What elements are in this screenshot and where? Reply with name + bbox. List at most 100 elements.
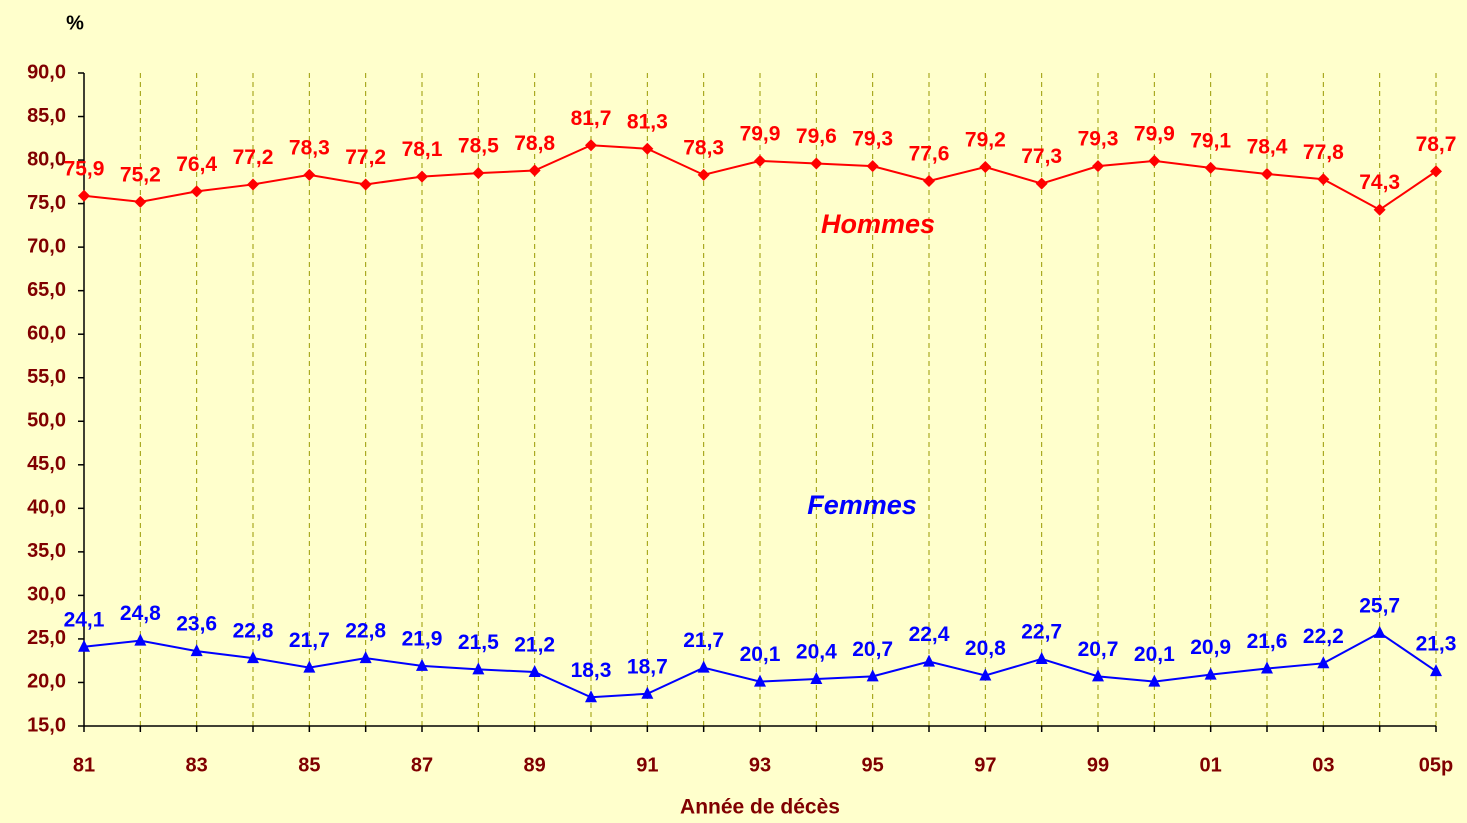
point-marker <box>641 686 654 699</box>
point-marker <box>1430 165 1442 178</box>
data-label: 78,7 <box>1416 133 1457 156</box>
point-marker <box>78 639 90 652</box>
data-label: 21,7 <box>683 629 724 652</box>
y-tick-label: 75,0 <box>27 192 66 214</box>
point-marker <box>416 170 428 183</box>
data-label: 79,1 <box>1190 129 1231 152</box>
data-label: 20,7 <box>1078 638 1119 661</box>
data-label: 20,7 <box>852 638 893 661</box>
point-marker <box>1092 669 1104 682</box>
data-label: 22,8 <box>233 620 274 643</box>
point-marker <box>1373 203 1386 216</box>
data-label: 20,4 <box>796 641 837 664</box>
x-tick-label: 81 <box>73 754 95 776</box>
x-tick-label: 03 <box>1312 754 1334 776</box>
series-label: Hommes <box>821 209 935 239</box>
point-marker <box>528 665 541 678</box>
data-label: 21,9 <box>402 627 443 650</box>
data-label: 18,7 <box>627 655 668 678</box>
point-marker <box>810 671 823 684</box>
data-label: 75,2 <box>120 163 161 186</box>
point-marker <box>78 189 90 202</box>
data-label: 20,1 <box>740 643 781 666</box>
data-label: 24,1 <box>64 608 105 631</box>
x-tick-label: 93 <box>749 754 771 776</box>
point-marker <box>754 674 766 687</box>
data-label: 21,3 <box>1416 633 1457 656</box>
point-marker <box>585 690 597 703</box>
data-label: 23,6 <box>176 613 217 636</box>
x-tick-label: 89 <box>524 754 546 776</box>
data-label: 79,3 <box>852 128 893 151</box>
data-label: 79,6 <box>796 125 837 148</box>
point-marker <box>697 660 710 673</box>
data-label: 81,7 <box>571 107 612 130</box>
y-tick-label: 65,0 <box>27 279 66 301</box>
y-tick-label: 55,0 <box>27 366 66 388</box>
point-marker <box>1092 160 1104 173</box>
point-marker <box>190 644 203 657</box>
x-tick-label: 85 <box>298 754 320 776</box>
y-tick-label: 40,0 <box>27 497 66 519</box>
data-label: 79,9 <box>1134 122 1175 145</box>
point-marker <box>923 174 935 187</box>
y-tick-label: 90,0 <box>27 61 66 83</box>
x-tick-label: 87 <box>411 754 433 776</box>
data-label: 81,3 <box>627 110 668 133</box>
data-label: 22,7 <box>1021 621 1062 644</box>
x-tick-label: 97 <box>974 754 996 776</box>
y-tick-label: 60,0 <box>27 322 66 344</box>
data-label: 20,8 <box>965 637 1006 660</box>
y-tick-label: 50,0 <box>27 410 66 432</box>
point-marker <box>866 669 879 682</box>
point-marker <box>359 651 372 664</box>
point-marker <box>472 167 485 180</box>
data-label: 25,7 <box>1359 594 1400 617</box>
data-label: 22,2 <box>1303 625 1344 648</box>
point-marker <box>979 161 992 174</box>
point-marker <box>979 668 992 681</box>
unit-label: % <box>66 12 84 34</box>
data-label: 78,4 <box>1247 136 1288 159</box>
data-label: 21,5 <box>458 631 499 654</box>
data-label: 21,7 <box>289 629 330 652</box>
point-marker <box>1035 177 1048 190</box>
data-label: 79,9 <box>740 122 781 145</box>
x-tick-label: 83 <box>186 754 208 776</box>
point-marker <box>1148 154 1161 167</box>
data-label: 78,1 <box>402 138 443 161</box>
point-marker <box>641 142 654 155</box>
y-tick-label: 80,0 <box>27 148 66 170</box>
point-marker <box>134 633 147 646</box>
y-tick-label: 15,0 <box>27 714 66 736</box>
point-marker <box>1430 664 1442 677</box>
data-label: 77,2 <box>345 146 386 169</box>
data-label: 20,1 <box>1134 643 1175 666</box>
point-marker <box>528 164 541 177</box>
point-marker <box>1204 667 1217 680</box>
data-label: 78,3 <box>683 136 724 159</box>
data-label: 75,9 <box>64 157 105 180</box>
point-marker <box>810 157 823 170</box>
data-label: 78,8 <box>514 132 555 155</box>
point-marker <box>754 154 766 167</box>
point-marker <box>1261 661 1273 674</box>
point-marker <box>359 178 372 191</box>
point-marker <box>303 660 316 673</box>
data-label: 74,3 <box>1359 171 1400 194</box>
x-tick-label: 95 <box>862 754 884 776</box>
data-label: 78,5 <box>458 135 499 158</box>
y-tick-label: 20,0 <box>27 671 66 693</box>
data-label: 79,2 <box>965 129 1006 152</box>
y-tick-label: 70,0 <box>27 235 66 257</box>
point-marker <box>1148 674 1161 687</box>
x-tick-label: 05p <box>1419 754 1453 776</box>
point-marker <box>1261 167 1273 180</box>
data-label: 18,3 <box>571 659 612 682</box>
point-marker <box>1204 161 1217 174</box>
data-label: 78,3 <box>289 136 330 159</box>
point-marker <box>923 654 935 667</box>
point-marker <box>134 195 147 208</box>
point-marker <box>303 168 316 181</box>
